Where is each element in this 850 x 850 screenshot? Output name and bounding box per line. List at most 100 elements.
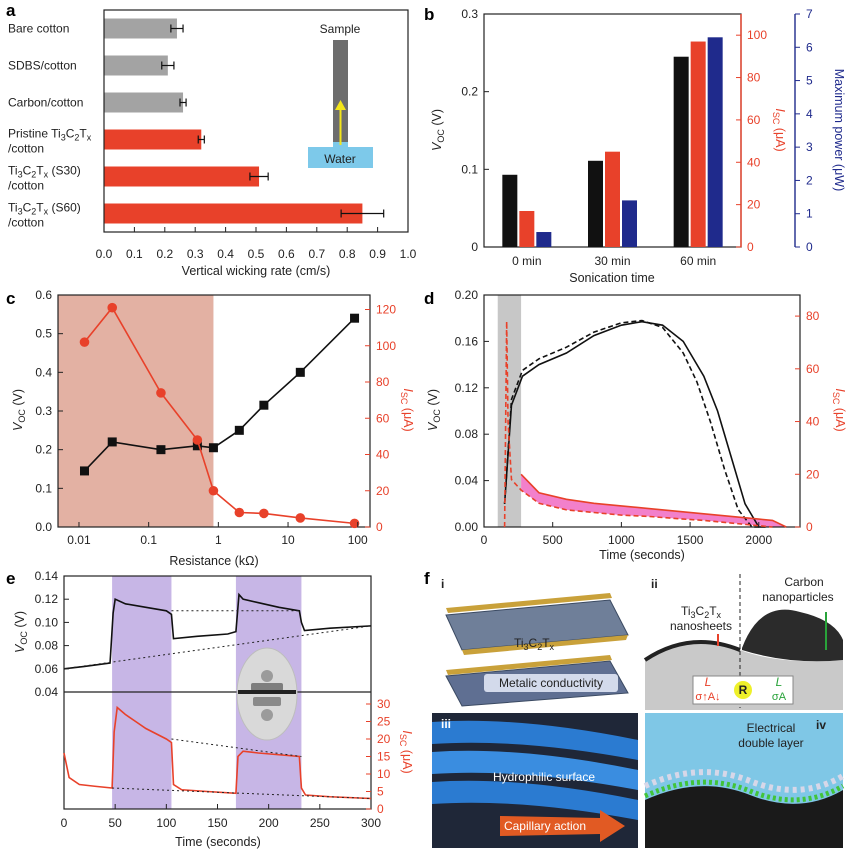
- e-bottom-tick-label: 0: [377, 802, 384, 816]
- e-x-tick-label: 50: [108, 816, 122, 830]
- c-right-tick-label: 120: [376, 303, 396, 317]
- c-x-axis-label: Resistance (kΩ): [169, 554, 258, 568]
- c-x-tick-label: 0.01: [67, 533, 91, 547]
- f-ii-formula-right-den: σA: [772, 691, 787, 703]
- a-bar: [104, 129, 202, 150]
- c-point-circle: [79, 337, 90, 347]
- c-left-tick-label: 0.0: [35, 520, 52, 534]
- a-x-tick-label: 0.4: [217, 247, 234, 261]
- a-plot-frame: [103, 9, 409, 233]
- e-top-tick-label: 0.08: [35, 639, 59, 653]
- c-point-circle: [208, 485, 219, 496]
- d-right-tick-label: 0: [806, 520, 813, 534]
- b-bar-right1: [519, 210, 535, 247]
- e-top-tick-label: 0.14: [35, 569, 59, 583]
- e-voc-line: [63, 592, 372, 670]
- d-axis-ticks: 0 500 1000 1500 2000 0.00 0.04 0.08 0.12 0.16 0.20…: [455, 288, 820, 547]
- d-left-tick-label: 0.08: [455, 427, 479, 441]
- b-isc-tick-label: 40: [747, 155, 761, 169]
- e-isc-peak-guide: [171, 738, 302, 757]
- panel-letter-e: e: [6, 569, 15, 588]
- a-x-tick-label: 0.8: [339, 247, 356, 261]
- b-isc-tick-label: 20: [747, 198, 761, 212]
- d-line-left-solid: [503, 320, 766, 528]
- e-isc-baseline-guide: [112, 787, 372, 799]
- d-series: [503, 319, 787, 528]
- e-voc-baseline-guide: [63, 625, 372, 670]
- c-point-square: [295, 367, 305, 377]
- e-top-tick-label: 0.10: [35, 615, 59, 629]
- b-power-tick-label: 7: [806, 7, 813, 21]
- a-category-label: Pristine Ti3C2Tx: [8, 127, 92, 143]
- b-bars: [502, 37, 723, 247]
- d-x-tick-label: 1000: [608, 533, 635, 547]
- e-top-tick-label: 0.12: [35, 592, 59, 606]
- b-power-tick-label: 0: [806, 240, 813, 254]
- d-right-tick-label: 60: [806, 362, 820, 376]
- d-left-tick-label: 0.12: [455, 381, 479, 395]
- e-top-tick-label: 0.06: [35, 662, 59, 676]
- e-top-tick-label: 0.04: [35, 685, 59, 699]
- d-x-axis-label: Time (seconds): [599, 548, 685, 562]
- f-iv-caption-line2: double layer: [738, 736, 803, 750]
- c-left-tick-label: 0.5: [35, 327, 52, 341]
- a-x-tick-label: 0.7: [308, 247, 325, 261]
- e-x-tick-label: 200: [259, 816, 279, 830]
- f-iv-caption-line1: Electrical: [747, 721, 796, 735]
- f-iii-label: iii: [441, 717, 451, 731]
- a-inset-water-label: Water: [324, 152, 356, 166]
- c-right-tick-label: 40: [376, 448, 390, 462]
- f-ii-nanoparticles-label: nanoparticles: [762, 590, 833, 604]
- a-category-label-line2: /cotton: [8, 179, 44, 193]
- e-bottom-tick-label: 25: [377, 715, 391, 729]
- d-x-tick-label: 1500: [677, 533, 704, 547]
- e-x-tick-label: 250: [310, 816, 330, 830]
- c-point-circle: [192, 435, 203, 445]
- panel-letter-c: c: [6, 289, 15, 308]
- b-isc-tick-label: 60: [747, 113, 761, 127]
- f-iii-arrow-text: Capillary action: [504, 819, 586, 833]
- panel-letter-f: f: [424, 569, 430, 588]
- f-ii-mxene-formula: Ti3C2Tx: [681, 604, 722, 620]
- c-right-tick-label: 0: [376, 520, 383, 534]
- panel-letter-d: d: [424, 289, 434, 308]
- b-x-tick-label: 60 min: [680, 254, 716, 268]
- d-left-tick-label: 0.00: [455, 520, 479, 534]
- panel-a-bar-chart: Bare cotton SDBS/cotton Carbon/cotton Prist…: [8, 9, 417, 278]
- c-point-square: [259, 400, 269, 410]
- panel-letter-a: a: [6, 1, 16, 20]
- e-series: [63, 592, 372, 800]
- d-left-tick-label: 0.20: [455, 288, 479, 302]
- c-left-tick-label: 0.6: [35, 288, 52, 302]
- a-bar: [104, 166, 260, 187]
- c-x-tick-label: 100: [348, 533, 368, 547]
- a-x-tick-label: 0.2: [156, 247, 173, 261]
- a-inset-water: [308, 142, 373, 168]
- e-bottom-tick-label: 10: [377, 767, 391, 781]
- a-inset-sample-label: Sample: [320, 22, 361, 36]
- c-series: [79, 302, 360, 529]
- d-left-tick-label: 0.16: [455, 334, 479, 348]
- c-point-circle: [156, 388, 166, 398]
- d-x-tick-label: 0: [481, 533, 488, 547]
- c-left-axis-label: VOC (V): [11, 389, 27, 431]
- b-power-tick-label: 6: [806, 40, 813, 54]
- f-iv-double-layer-diagram: Electrical double layer iv: [643, 713, 845, 848]
- f-ii-formula-left-den: σ↑A↓: [695, 691, 720, 703]
- e-x-tick-label: 300: [361, 816, 381, 830]
- c-x-tick-label: 1: [215, 533, 222, 547]
- d-left-tick-label: 0.04: [455, 474, 479, 488]
- c-point-square: [350, 313, 360, 323]
- e-x-axis-label: Time (seconds): [175, 835, 261, 849]
- b-bar-left: [502, 174, 518, 247]
- f-ii-nanosheets-label: nanosheets: [670, 619, 732, 633]
- b-bar-right1: [690, 41, 706, 247]
- d-x-tick-label: 2000: [745, 533, 772, 547]
- panel-b-bar-chart: 0 min 30 min 60 min 0 0.1 0.2 0.3 0 20 40 60 80 100 0…: [430, 7, 846, 285]
- a-bar: [104, 55, 168, 76]
- a-wicking-inset: Sample Water: [308, 22, 373, 168]
- e-isc-line: [63, 705, 372, 800]
- e-top-axis-label: VOC (V): [13, 611, 29, 653]
- e-bottom-axis-label: ISC (μA): [398, 730, 414, 773]
- b-left-axis-label: VOC (V): [430, 109, 446, 151]
